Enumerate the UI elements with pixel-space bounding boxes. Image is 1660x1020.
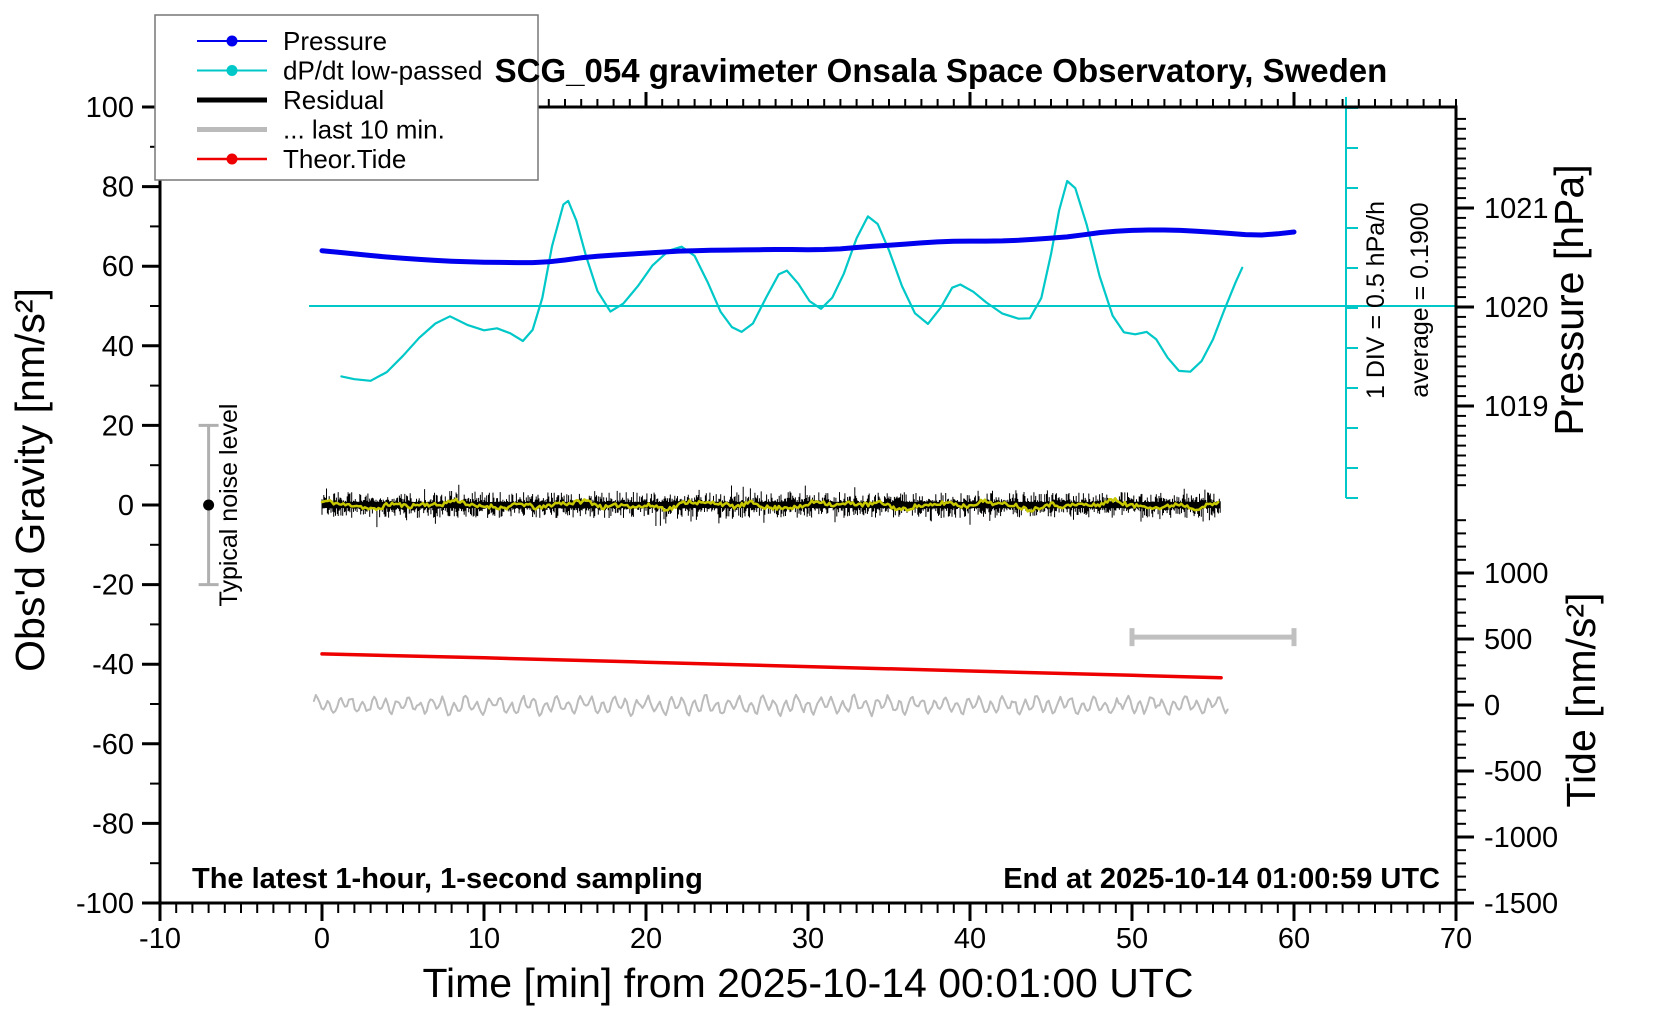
y-tick-label: 40 — [102, 331, 134, 363]
legend-item-label: Pressure — [283, 26, 387, 56]
y-tick-label: 0 — [118, 490, 134, 522]
y-tick-label: 80 — [102, 172, 134, 204]
x-axis-label: Time [min] from 2025-10-14 00:01:00 UTC — [423, 960, 1194, 1006]
noise-level-dot — [203, 499, 215, 511]
tide-tick-label: -1500 — [1484, 888, 1558, 920]
y-axis-tide-label: Tide [nm/s²] — [1558, 593, 1604, 808]
x-tick-label: -10 — [139, 923, 181, 955]
dpdt-scale-layer — [309, 97, 1456, 499]
series-residual-lowpass — [320, 497, 1220, 513]
x-tick-label: 70 — [1440, 923, 1472, 955]
end-time-note: End at 2025-10-14 01:00:59 UTC — [1003, 863, 1440, 895]
x-tick-label: 10 — [468, 923, 500, 955]
y-tick-label: 60 — [102, 251, 134, 283]
pressure-tick-label: 1019 — [1484, 391, 1549, 423]
tide-tick-label: -1000 — [1484, 822, 1558, 854]
y-tick-label: 100 — [86, 92, 134, 124]
series-last10-expanded — [312, 693, 1229, 718]
x-tick-label: 50 — [1116, 923, 1148, 955]
series-dpdt-lowpassed — [340, 179, 1244, 382]
tide-tick-label: 500 — [1484, 624, 1532, 656]
legend-sample-dot — [226, 153, 238, 165]
sampling-note: The latest 1-hour, 1-second sampling — [192, 863, 703, 895]
series-residual — [321, 484, 1221, 528]
y-tick-label: -100 — [76, 888, 134, 920]
y-tick-label: -40 — [92, 649, 134, 681]
legend-item-label: Residual — [283, 85, 384, 115]
typical-noise-level-label: Typical noise level — [215, 404, 243, 607]
y-axis-left-label: Obs'd Gravity [nm/s²] — [7, 288, 53, 672]
y-axis-pressure-label: Pressure [hPa] — [1546, 164, 1592, 435]
legend-sample-dot — [226, 65, 238, 76]
series-theor-tide — [320, 652, 1223, 680]
series-pressure — [319, 227, 1297, 266]
chart-title: SCG_054 gravimeter Onsala Space Observat… — [495, 52, 1388, 89]
legend-item-label: dP/dt low-passed — [283, 56, 482, 86]
tide-tick-label: -500 — [1484, 756, 1542, 788]
markers-layer — [198, 423, 1297, 647]
average-value-label: average = 0.1900 — [1406, 202, 1434, 397]
tide-tick-label: 0 — [1484, 690, 1500, 722]
y-tick-label: -80 — [92, 808, 134, 840]
y-tick-label: -60 — [92, 729, 134, 761]
x-tick-label: 20 — [630, 923, 662, 955]
y-tick-label: 20 — [102, 410, 134, 442]
legend-item-label: ... last 10 min. — [283, 115, 445, 145]
div-scale-label: 1 DIV = 0.5 hPa/h — [1362, 201, 1390, 399]
x-tick-label: 0 — [314, 923, 330, 955]
legend-sample-dot — [226, 35, 238, 47]
x-tick-label: 60 — [1278, 923, 1310, 955]
pressure-tick-label: 1020 — [1484, 292, 1549, 324]
tide-tick-label: 1000 — [1484, 558, 1549, 590]
y-tick-label: -20 — [92, 570, 134, 602]
axes-frame-layer: -10 0 10 20 30 40 50 60 70-100-80-60-40-20020406… — [76, 92, 1558, 955]
legend-item-label: Theor.Tide — [283, 144, 406, 174]
x-tick-label: 30 — [792, 923, 824, 955]
pressure-tick-label: 1021 — [1484, 193, 1549, 225]
data-series-layer — [312, 179, 1297, 718]
x-tick-label: 40 — [954, 923, 986, 955]
